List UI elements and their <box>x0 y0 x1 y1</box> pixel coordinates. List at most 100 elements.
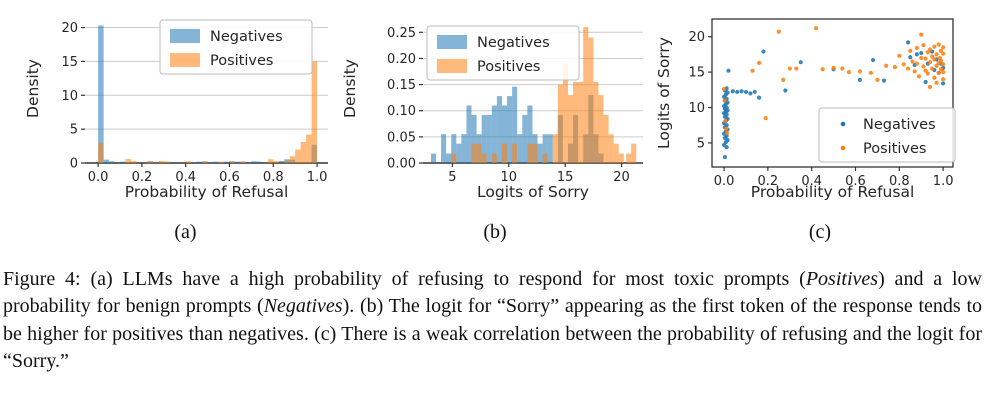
scatter-point <box>930 66 935 71</box>
histogram-bar <box>251 161 257 163</box>
x-tick-label: 0.0 <box>714 174 735 189</box>
chart-a: 0.0 0.2 0.4 0.6 0.8 1.0 0 5 10 15 20 Probability of… <box>24 19 328 201</box>
scatter-point <box>923 56 928 61</box>
x-tick-label: 15 <box>557 170 574 185</box>
negatives-legend-label: Negatives <box>863 117 936 133</box>
subplot-labels: (a) (b) (c) <box>0 221 985 244</box>
histogram-bar <box>491 153 497 163</box>
scatter-point <box>870 57 876 63</box>
histogram-bar <box>501 105 508 163</box>
figure-panels: 0.0 0.2 0.4 0.6 0.8 1.0 0 5 10 15 20 Probability of… <box>24 18 956 201</box>
subplot-label-b: (b) <box>483 221 507 243</box>
negatives-legend-marker <box>840 121 846 127</box>
scatter-point <box>921 64 926 69</box>
scatter-point <box>908 55 913 60</box>
histogram-bar <box>501 143 508 163</box>
y-tick-label: 0 <box>70 157 78 172</box>
positives-legend-marker <box>840 145 846 151</box>
scatter-point <box>813 26 819 31</box>
scatter-point <box>921 43 926 48</box>
scatter-point <box>919 50 924 56</box>
negatives-legend-label: Negatives <box>210 29 283 45</box>
scatter-point <box>739 89 744 94</box>
histogram-bar <box>163 161 170 163</box>
legend-box <box>818 107 956 163</box>
scatter-point <box>892 65 898 70</box>
scatter-point <box>730 89 735 94</box>
histogram-bar <box>631 143 637 163</box>
scatter-point <box>722 154 728 160</box>
y-tick-label: 20 <box>61 21 78 36</box>
series-positives-bars <box>451 27 637 163</box>
histogram-bar <box>542 134 548 163</box>
scatter-point <box>787 66 792 71</box>
scatter-point <box>884 63 889 68</box>
y-tick-label: 15 <box>688 66 705 81</box>
x-tick-label: 0.6 <box>845 174 866 189</box>
histogram-bar <box>562 63 568 163</box>
histogram-bar <box>588 37 594 163</box>
histogram-bar <box>103 159 110 163</box>
histogram-bar <box>471 114 477 163</box>
scatter-point <box>857 69 862 74</box>
subplot-label-a: (a) <box>174 221 197 243</box>
histogram-bar <box>512 143 518 163</box>
positives-legend-swatch <box>170 53 200 67</box>
y-axis-label: Logits of Sorry <box>655 37 673 149</box>
y-tick-label: 20 <box>688 30 705 45</box>
x-tick-label: 1.0 <box>933 174 954 189</box>
histogram-bar <box>218 161 225 163</box>
histogram-bar <box>185 161 192 163</box>
scatter-point <box>748 91 753 96</box>
histogram-bar <box>213 161 219 163</box>
scatter-point <box>927 47 933 52</box>
histogram-bar <box>256 161 263 163</box>
x-axis-label: Logits of Sorry <box>477 183 589 201</box>
histogram-bar <box>481 114 487 163</box>
x-tick-label: 20 <box>613 170 630 185</box>
scatter-point <box>923 68 928 73</box>
histogram-bar <box>295 149 301 163</box>
x-tick-label: 0.2 <box>758 174 779 189</box>
histogram-bar <box>430 153 436 163</box>
histogram-bar <box>446 153 452 163</box>
histogram-bar <box>491 105 497 163</box>
scatter-point <box>941 77 946 82</box>
histogram-bar <box>306 134 312 163</box>
x-tick-label: 0.6 <box>219 170 240 185</box>
scatter-point <box>932 57 937 62</box>
histogram-bar <box>451 134 457 163</box>
scatter-point <box>934 63 939 68</box>
histogram-bar <box>573 81 579 163</box>
figure-caption: Figure 4: (a) LLMs have a high probabili… <box>3 266 982 376</box>
histogram-bar <box>557 84 563 163</box>
scatter-point <box>912 69 917 74</box>
scatter-point <box>868 70 873 75</box>
scatter-point <box>927 60 933 65</box>
y-tick-label: 15 <box>61 55 78 70</box>
histogram-bar <box>240 161 246 163</box>
scatter-point <box>934 52 939 57</box>
scatter-point <box>875 77 880 82</box>
x-axis-label: Probability of Refusal <box>125 183 289 201</box>
histogram-bar <box>527 105 533 163</box>
x-tick-label: 0.8 <box>263 170 284 185</box>
scatter-point <box>938 48 944 53</box>
histogram-bar <box>507 96 513 163</box>
scatter-point <box>757 60 762 66</box>
scatter-point <box>919 55 924 61</box>
y-axis-label: Density <box>24 59 42 118</box>
scatter-point <box>761 49 766 54</box>
histogram-bar <box>125 158 131 163</box>
scatter-point <box>934 80 939 85</box>
histogram-bar <box>542 153 548 163</box>
x-tick-label: 1.0 <box>307 170 328 185</box>
negatives-legend-swatch <box>170 29 200 43</box>
scatter-point <box>936 70 941 75</box>
scatter-point <box>925 50 930 55</box>
scatter-point <box>723 118 728 124</box>
scatter-point <box>941 62 946 67</box>
histogram-bar <box>120 161 126 163</box>
caption-text: ). (b) The logit for “Sorry” appearing a… <box>3 295 983 373</box>
x-tick-label: 0.4 <box>801 174 822 189</box>
